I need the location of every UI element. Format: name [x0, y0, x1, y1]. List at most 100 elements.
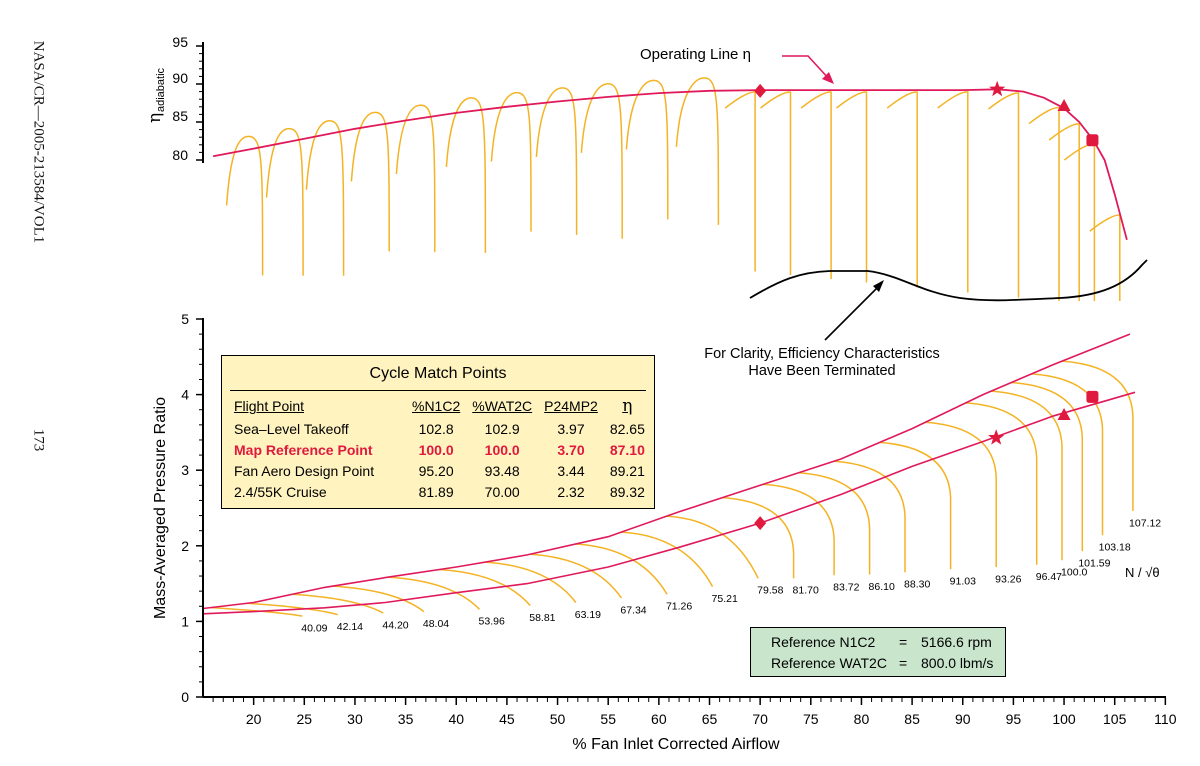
pr-speed-line: [246, 602, 338, 616]
y-tick-label: 2: [181, 538, 189, 554]
reference-n1c2-row: Reference N1C2 = 5166.6 rpm: [771, 634, 992, 650]
speed-line-label: 91.03: [950, 576, 976, 588]
eff-speed-line: [490, 91, 532, 232]
speed-line-label: 63.19: [575, 609, 601, 621]
pr-y-axis-title: Mass-Averaged Pressure Ratio: [152, 397, 169, 619]
speed-line-label: 75.21: [712, 593, 738, 605]
eff-speed-line: [395, 104, 436, 253]
y-tick-label: 1: [181, 613, 189, 629]
cell-wat2c: 93.48: [484, 462, 520, 479]
pr-marker-triangle: [1057, 408, 1071, 421]
table-row-highlighted: Map Reference Point 100.0 100.0 3.70 87.…: [228, 439, 651, 460]
cell-flight-point: Fan Aero Design Point: [234, 462, 375, 479]
pr-speed-line: [722, 496, 795, 579]
stall-line: [202, 333, 1131, 610]
x-tick-label: 70: [752, 711, 768, 727]
x-tick-label: 60: [651, 711, 667, 727]
cell-wat2c: 100.0: [484, 441, 520, 458]
speed-line-label: 107.12: [1129, 517, 1161, 529]
speed-line-label: 93.26: [995, 573, 1021, 585]
eff-marker-diamond: [754, 83, 767, 98]
efficiency-panel: [196, 45, 1128, 301]
cell-p24mp2: 3.70: [557, 441, 585, 458]
x-tick-label: 105: [1103, 711, 1127, 727]
eff-marker-triangle: [1057, 99, 1071, 112]
header-n1c2: %N1C2: [412, 398, 461, 414]
x-tick-label: 55: [600, 711, 616, 727]
x-tick-label: 90: [955, 711, 971, 727]
table-title: Cycle Match Points: [369, 365, 507, 382]
speed-line-label: 40.09: [301, 622, 327, 634]
y-tick-label: 0: [181, 689, 189, 705]
pr-speed-line: [332, 585, 425, 613]
svg-text:η: η: [145, 113, 165, 123]
cell-eta: 89.32: [609, 483, 645, 500]
speed-line-label: 101.59: [1078, 557, 1110, 569]
x-tick-label: 75: [803, 711, 819, 727]
reference-n1c2-label: Reference N1C2: [771, 634, 876, 650]
reference-wat2c-row: Reference WAT2C = 800.0 lbm/s: [771, 655, 993, 671]
cell-n1c2: 102.8: [418, 420, 454, 437]
cell-p24mp2: 2.32: [557, 483, 585, 500]
pr-speed-line: [991, 390, 1063, 561]
speed-line-label: 79.58: [757, 585, 783, 597]
pr-marker-diamond: [754, 516, 767, 531]
termination-note-line1: For Clarity, Efficiency Characteristics: [704, 346, 940, 362]
termination-note-line2: Have Been Terminated: [748, 363, 895, 379]
eff-speed-line: [937, 91, 969, 293]
x-tick-label: 50: [550, 711, 566, 727]
header-wat2c: %WAT2C: [472, 398, 533, 414]
x-tick-label: 20: [246, 711, 262, 727]
eff-speed-line: [225, 135, 264, 276]
speed-line-label: 67.34: [620, 604, 646, 616]
speed-line-label: 58.81: [529, 612, 555, 624]
x-tick-label: 35: [398, 711, 414, 727]
x-tick-label: 30: [347, 711, 363, 727]
termination-arrow: [824, 286, 879, 341]
cell-flight-point: Map Reference Point: [234, 441, 373, 458]
pr-x-axis-title: % Fan Inlet Corrected Airflow: [572, 736, 780, 753]
x-tick-label: 95: [1006, 711, 1022, 727]
eff-ytick-label: 95: [172, 34, 188, 50]
termination-curve: [749, 259, 1148, 302]
cell-n1c2: 81.89: [418, 483, 454, 500]
speed-line-label: 48.04: [423, 618, 449, 630]
termination-arrowhead: [873, 280, 884, 292]
x-tick-label: 110: [1154, 711, 1177, 727]
reference-wat2c-value: 800.0 lbm/s: [921, 655, 994, 671]
pr-speed-line: [763, 483, 835, 576]
y-tick-label: 5: [181, 311, 189, 327]
eff-ytick-label: 90: [172, 70, 188, 86]
eff-speed-line: [800, 91, 832, 279]
header-flight-point: Flight Point: [234, 398, 305, 414]
speed-line-label: 88.30: [904, 579, 930, 591]
pr-speed-line: [388, 576, 481, 610]
pr-speed-line: [438, 568, 531, 606]
table-header-row: Flight Point %N1C2 %WAT2C P24MP2 η: [228, 394, 651, 418]
pr-speed-line: [575, 543, 668, 595]
eff-operating-line: [212, 88, 1128, 241]
equals-sign: =: [899, 634, 908, 650]
speed-line-label: 96.47: [1036, 571, 1062, 583]
eff-speed-line: [580, 83, 623, 239]
x-tick-label: 25: [297, 711, 313, 727]
eff-marker-square: [1086, 134, 1099, 147]
pr-speed-line: [530, 553, 623, 599]
table-row: Fan Aero Design Point 95.20 93.48 3.44 8…: [228, 460, 651, 481]
pr-marker-square: [1086, 390, 1099, 403]
table-row: 2.4/55K Cruise 81.89 70.00 2.32 89.32: [228, 481, 651, 502]
pressure-ratio-panel: 40.09 42.14 44.20 48.04 53.96 58.81 63.19 67.34…: [202, 333, 1161, 634]
cell-flight-point: 2.4/55K Cruise: [234, 483, 327, 500]
table-body: Flight Point %N1C2 %WAT2C P24MP2 η Sea–L…: [228, 394, 651, 502]
cell-n1c2: 100.0: [418, 441, 454, 458]
header-eta-text: η: [622, 396, 633, 416]
speed-line-label: 83.72: [833, 582, 859, 594]
x-tick-label: 45: [499, 711, 515, 727]
y-tick-label: 4: [181, 387, 189, 403]
cell-wat2c: 102.9: [484, 420, 520, 437]
pr-axis-ticks: 20 25 30 35 40 45 50 55 60 65 70 75 80 85 90 95 100 105 11…: [181, 311, 1177, 727]
pr-speed-line: [879, 441, 952, 570]
pr-speed-line: [925, 421, 997, 567]
eff-speed-line: [535, 87, 578, 235]
x-tick-label: 80: [854, 711, 870, 727]
